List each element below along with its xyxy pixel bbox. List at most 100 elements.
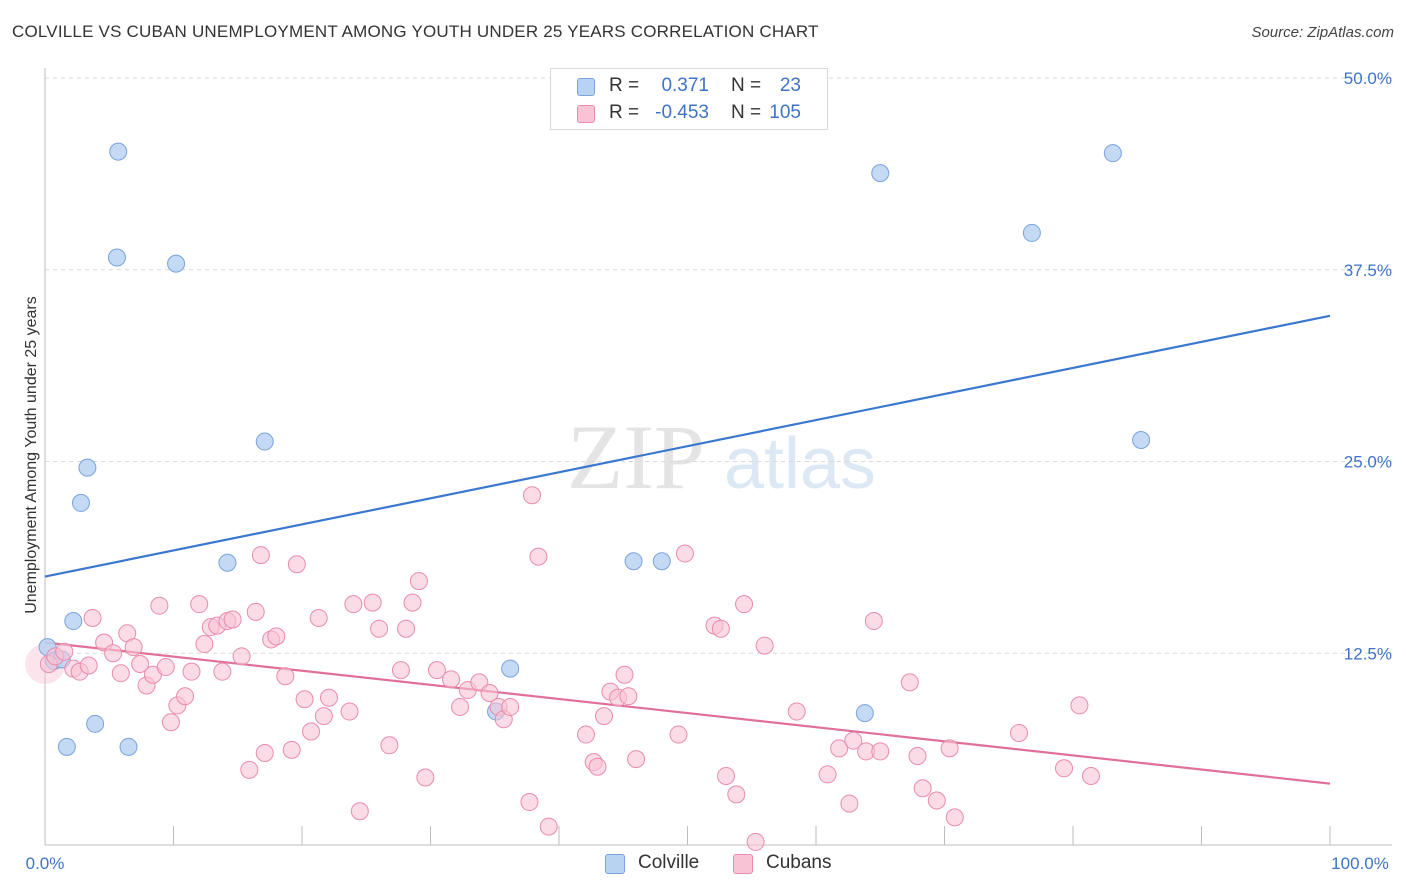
cubans-point	[840, 794, 859, 813]
cubans-point	[301, 722, 320, 741]
cubans-point	[156, 658, 175, 677]
legend-label-cubans: Cubans	[766, 852, 832, 873]
cubans-swatch	[577, 105, 595, 123]
trend-layer	[44, 314, 1331, 785]
cubans-point	[255, 743, 274, 762]
cubans-point	[627, 750, 646, 769]
x-tick-label-min: 0.0%	[26, 854, 65, 873]
label-layer: 12.5% 25.0% 37.5% 50.0% 0.0% 100.0%	[26, 69, 1392, 873]
cubans-point	[403, 593, 422, 612]
cubans-point	[314, 707, 333, 726]
cubans-point	[717, 766, 736, 785]
colville-point	[1132, 431, 1151, 450]
series-legend: Colville Cubans	[0, 852, 1406, 876]
cubans-point	[287, 555, 306, 574]
y-tick-label: 37.5%	[1344, 261, 1392, 280]
cubans-point	[370, 619, 389, 638]
grid-layer	[45, 77, 1392, 654]
cubans-point	[391, 661, 410, 680]
colville-trend-line	[44, 314, 1331, 578]
cubans-point	[520, 793, 539, 812]
n-value: 105	[769, 102, 801, 123]
cubans-point	[190, 595, 209, 614]
axis-layer	[44, 68, 1392, 846]
colville-point	[107, 248, 126, 267]
colville-point	[167, 254, 186, 273]
n-label: N =	[731, 102, 762, 123]
cubans-point	[182, 662, 201, 681]
colville-legend-swatch	[605, 854, 625, 874]
cubans-point	[319, 688, 338, 707]
cubans-legend-swatch	[733, 854, 753, 874]
cubans-point	[746, 832, 765, 851]
cubans-point	[755, 636, 774, 655]
colville-point	[109, 142, 128, 161]
colville-point	[64, 612, 83, 631]
cubans-point	[523, 486, 542, 505]
cubans-point	[124, 638, 143, 657]
colville-point	[1103, 144, 1122, 163]
colville-point	[855, 704, 874, 723]
colville-point	[119, 737, 138, 756]
cubans-point	[282, 740, 301, 759]
colville-point	[652, 552, 671, 571]
stats-row-cubans: R = -0.453 N = 105	[551, 101, 827, 127]
cubans-point	[427, 661, 446, 680]
cubans-point	[1055, 759, 1074, 778]
cubans-point	[232, 647, 251, 666]
cubans-point	[104, 644, 123, 663]
cubans-point	[1070, 696, 1089, 715]
cubans-point	[908, 747, 927, 766]
cubans-point	[864, 612, 883, 631]
chart-title: COLVILLE VS CUBAN UNEMPLOYMENT AMONG YOU…	[12, 22, 819, 41]
cubans-point	[940, 739, 959, 758]
cubans-point	[240, 760, 259, 779]
cubans-point	[150, 596, 169, 615]
cubans-point	[409, 572, 428, 591]
cubans-point	[787, 702, 806, 721]
cubans-point	[480, 684, 499, 703]
r-label: R =	[609, 75, 640, 96]
cubans-point	[309, 608, 328, 627]
r-value: 0.371	[661, 75, 709, 96]
r-label: R =	[609, 102, 640, 123]
x-tick-label-max: 100.0%	[1331, 854, 1389, 873]
n-label: N =	[731, 75, 762, 96]
cubans-point	[727, 785, 746, 804]
cubans-point	[276, 667, 295, 686]
cubans-point	[344, 595, 363, 614]
colville-point	[624, 552, 643, 571]
cubans-point	[675, 544, 694, 563]
cubans-point	[539, 817, 558, 836]
cubans-point	[79, 656, 98, 675]
cubans-point	[529, 547, 548, 566]
colville-point	[86, 714, 105, 733]
cubans-trend-line	[44, 641, 1331, 785]
chart-source: Source: ZipAtlas.com	[1251, 24, 1394, 41]
cubans-point	[350, 802, 369, 821]
cubans-point	[501, 697, 520, 716]
cubans-point	[945, 808, 964, 827]
cubans-point	[588, 757, 607, 776]
cubans-point	[131, 654, 150, 673]
colville-swatch	[577, 78, 595, 96]
y-tick-label: 12.5%	[1344, 644, 1392, 663]
cubans-point	[176, 687, 195, 706]
cubans-point	[576, 725, 595, 744]
colville-point	[71, 493, 90, 512]
stats-row-colville: R = 0.371 N = 23	[551, 74, 827, 100]
cubans-point	[340, 702, 359, 721]
cubans-point	[195, 635, 214, 654]
cubans-point	[416, 768, 435, 787]
cubans-point	[213, 662, 232, 681]
cubans-point	[451, 697, 470, 716]
cubans-point	[251, 546, 270, 565]
colville-point	[501, 659, 520, 678]
cubans-point	[111, 664, 130, 683]
y-tick-label: 50.0%	[1344, 69, 1392, 88]
point-layer	[25, 142, 1151, 851]
colville-point	[78, 458, 97, 477]
watermark-atlas: atlas	[724, 424, 876, 504]
cubans-point	[267, 627, 286, 646]
